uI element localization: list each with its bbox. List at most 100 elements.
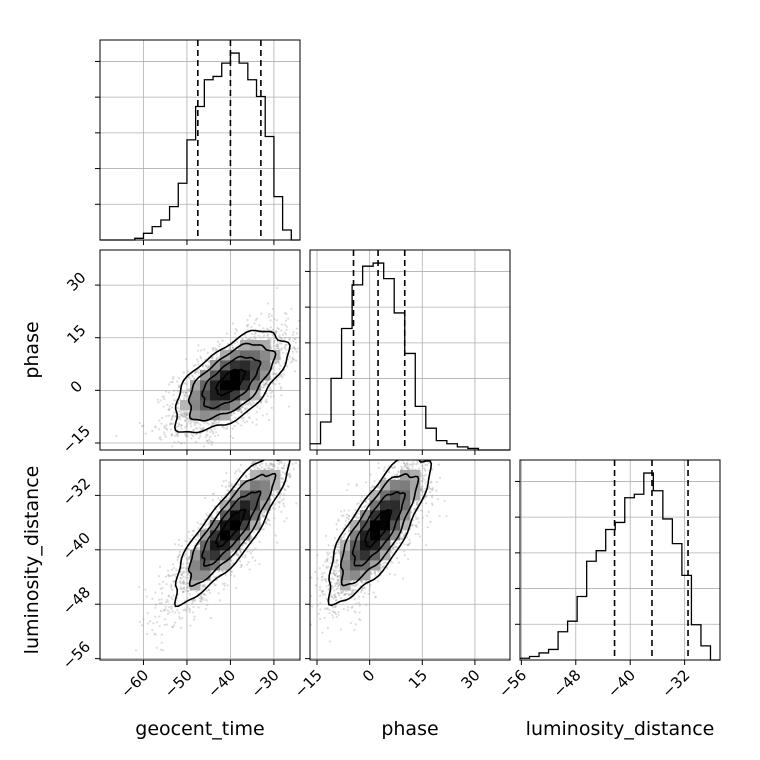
sample-point bbox=[284, 319, 288, 322]
sample-point bbox=[230, 483, 233, 486]
sample-point bbox=[280, 461, 283, 465]
contour-line bbox=[215, 508, 247, 548]
sample-point bbox=[172, 377, 175, 380]
sample-point bbox=[184, 390, 187, 394]
sample-point bbox=[190, 437, 193, 440]
sample-point bbox=[184, 567, 188, 570]
sample-point bbox=[236, 483, 239, 486]
sample-point bbox=[196, 451, 198, 453]
density-cell bbox=[220, 400, 231, 411]
sample-point bbox=[241, 406, 244, 409]
sample-point bbox=[292, 350, 295, 353]
sample-point bbox=[268, 457, 270, 459]
sample-point bbox=[372, 485, 375, 488]
sample-point bbox=[363, 592, 366, 595]
sample-point bbox=[166, 428, 169, 431]
sample-point bbox=[226, 426, 229, 429]
density-cell bbox=[370, 490, 381, 501]
sample-point bbox=[236, 553, 240, 556]
sample-point bbox=[208, 521, 211, 524]
sample-point bbox=[326, 607, 329, 610]
sample-point bbox=[292, 340, 295, 343]
sample-point bbox=[250, 325, 253, 329]
sample-point bbox=[325, 585, 328, 588]
sample-point bbox=[333, 572, 336, 575]
density-cell bbox=[240, 520, 251, 531]
sample-point bbox=[415, 500, 419, 504]
sample-point bbox=[227, 485, 230, 488]
sample-point bbox=[269, 386, 272, 389]
sample-point bbox=[163, 398, 166, 401]
sample-point bbox=[216, 510, 219, 514]
sample-point bbox=[239, 463, 243, 467]
sample-point bbox=[332, 611, 336, 614]
sample-point bbox=[276, 347, 279, 350]
sample-point bbox=[415, 518, 418, 521]
sample-point bbox=[269, 392, 272, 395]
sample-point bbox=[332, 594, 336, 597]
sample-point bbox=[186, 586, 189, 589]
sample-point bbox=[182, 587, 185, 590]
sample-point bbox=[248, 568, 251, 571]
sample-point bbox=[225, 497, 228, 500]
sample-point bbox=[397, 460, 400, 463]
sample-point bbox=[180, 566, 183, 569]
sample-point bbox=[322, 564, 325, 567]
x-tick-label: −32 bbox=[658, 666, 693, 701]
sample-point bbox=[192, 605, 195, 608]
sample-point bbox=[182, 590, 185, 593]
sample-point bbox=[287, 358, 290, 361]
sample-point bbox=[282, 464, 285, 467]
density-cell bbox=[410, 470, 421, 481]
sample-point bbox=[337, 582, 340, 585]
sample-point bbox=[231, 346, 234, 349]
sample-point bbox=[334, 612, 337, 615]
density-cell bbox=[220, 540, 231, 551]
sample-point bbox=[280, 342, 283, 345]
sample-point bbox=[336, 578, 339, 581]
sample-point bbox=[177, 424, 180, 428]
sample-point bbox=[277, 376, 280, 379]
sample-point bbox=[270, 468, 273, 471]
sample-point bbox=[193, 615, 196, 618]
sample-point bbox=[201, 584, 204, 587]
sample-point bbox=[276, 345, 279, 348]
sample-point bbox=[271, 462, 275, 466]
sample-point bbox=[341, 590, 345, 593]
sample-point bbox=[172, 603, 175, 606]
sample-point bbox=[196, 349, 200, 352]
sample-point bbox=[403, 463, 407, 467]
sample-point bbox=[164, 575, 167, 578]
sample-point bbox=[171, 403, 174, 406]
sample-point bbox=[210, 516, 213, 519]
sample-point bbox=[278, 496, 282, 499]
sample-point bbox=[275, 490, 279, 494]
sample-point bbox=[318, 594, 322, 598]
sample-point bbox=[278, 382, 281, 385]
sample-point bbox=[204, 524, 207, 527]
sample-point bbox=[291, 462, 294, 466]
sample-point bbox=[211, 493, 214, 496]
sample-point bbox=[184, 426, 187, 429]
sample-point bbox=[161, 592, 164, 595]
sample-point bbox=[146, 633, 149, 636]
sample-point bbox=[184, 435, 188, 438]
sample-point bbox=[244, 403, 247, 406]
sample-point bbox=[421, 485, 424, 488]
histogram-panel-phase bbox=[305, 249, 511, 455]
density-cell bbox=[260, 370, 271, 381]
y-tick-label: −56 bbox=[59, 638, 94, 673]
sample-point bbox=[176, 402, 180, 405]
sample-point bbox=[337, 613, 340, 616]
sample-point bbox=[207, 366, 210, 369]
sample-point bbox=[237, 422, 240, 425]
sample-point bbox=[234, 486, 237, 489]
sample-point bbox=[176, 380, 179, 383]
sample-point bbox=[406, 453, 408, 455]
sample-point bbox=[392, 546, 395, 549]
sample-point bbox=[275, 379, 278, 382]
sample-point bbox=[316, 577, 319, 580]
sample-point bbox=[325, 565, 328, 568]
sample-point bbox=[367, 592, 370, 596]
sample-point bbox=[325, 534, 328, 537]
